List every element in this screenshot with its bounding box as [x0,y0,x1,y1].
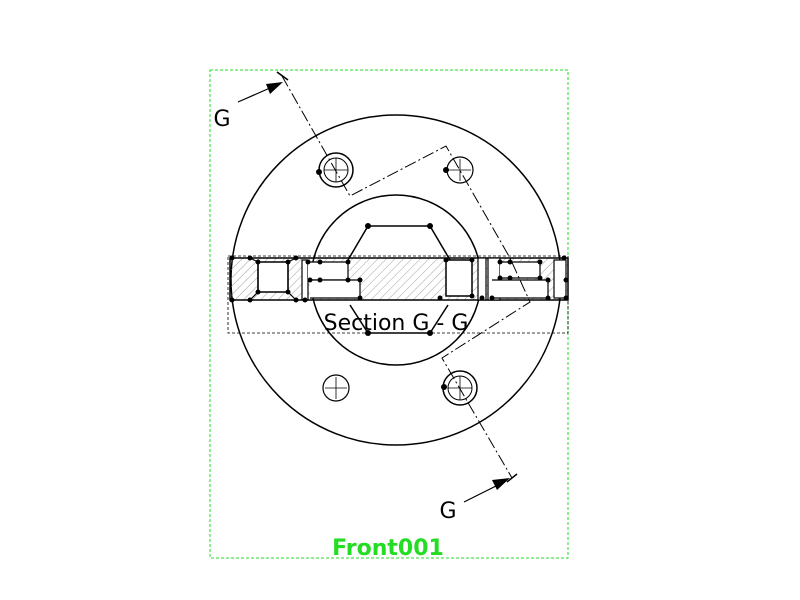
section-right-pocket [487,255,569,301]
hex-outline-top [347,225,451,261]
section-view-frame[interactable] [227,255,569,334]
section-center-left-pocket [301,259,363,303]
section-left-pocket [229,255,299,303]
cut-arrow-top [237,82,283,103]
cut-label-top: G [213,107,230,132]
bolt-hole-top-left [316,152,354,188]
cut-label-bottom: G [439,499,456,524]
view-label[interactable]: Front001 [332,536,444,561]
bolt-hole-bottom-left [322,374,350,402]
section-center-right-pocket [437,257,487,301]
bolt-hole-top-right [443,156,474,184]
section-title: Section G - G [324,311,469,336]
cut-arrow-bottom [463,478,510,503]
cutting-plane-line[interactable] [281,75,531,479]
